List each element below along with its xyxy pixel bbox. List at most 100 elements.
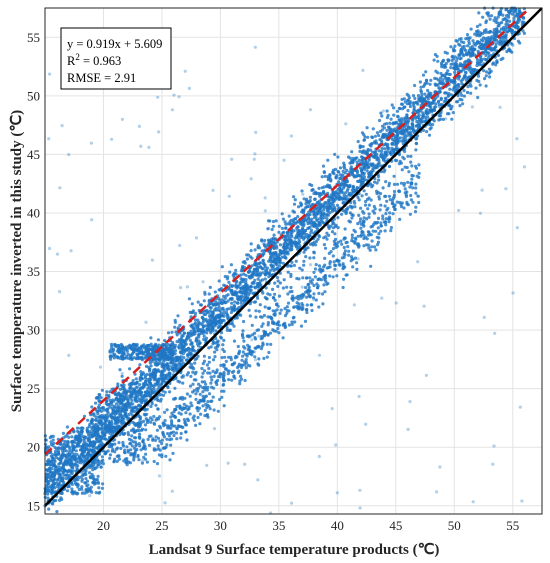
scatter-point [336, 259, 340, 263]
scatter-point [497, 40, 501, 44]
scatter-point [289, 285, 293, 290]
scatter-point [478, 34, 482, 38]
scatter-point [405, 102, 409, 106]
scatter-point [174, 431, 178, 435]
scatter-point [79, 426, 83, 430]
scatter-point [388, 198, 392, 202]
scatter-point [403, 187, 407, 191]
scatter-point [268, 306, 272, 310]
scatter-point [310, 308, 314, 313]
scatter-point [195, 387, 199, 391]
scatter-point [406, 180, 410, 184]
scatter-point [316, 286, 320, 290]
scatter-point [408, 100, 412, 104]
scatter-point [439, 111, 443, 115]
scatter-point [414, 148, 418, 152]
scatter-point [381, 186, 385, 190]
scatter-point [387, 164, 392, 169]
scatter-point [382, 170, 386, 174]
scatter-point [258, 271, 262, 275]
scatter-point [273, 298, 277, 302]
scatter-point [408, 185, 412, 189]
scatter-point [318, 207, 322, 211]
scatter-point [387, 194, 391, 198]
scatter-point [196, 344, 200, 348]
scatter-point [181, 397, 185, 401]
scatter-point [204, 324, 208, 328]
scatter-point [368, 182, 372, 186]
scatter-point [138, 363, 142, 367]
scatter-point [172, 414, 177, 418]
scatter-point [348, 161, 352, 165]
scatter-point [316, 211, 320, 215]
scatter-point [184, 411, 188, 415]
scatter-point [322, 206, 326, 210]
scatter-point [202, 337, 206, 341]
scatter-point [323, 174, 327, 178]
scatter-point [221, 347, 225, 351]
scatter-point [428, 104, 432, 108]
scatter-point [325, 237, 329, 241]
scatter-point [245, 253, 249, 257]
scatter-point [261, 259, 265, 263]
scatter-point [229, 322, 233, 326]
scatter-point [167, 367, 171, 371]
scatter-point [194, 378, 198, 382]
scatter-point [120, 374, 124, 378]
scatter-point [361, 145, 365, 149]
scatter-point [324, 235, 328, 239]
scatter-point [401, 130, 405, 134]
scatter-point [461, 52, 465, 56]
scatter-point [281, 336, 285, 340]
scatter-point [503, 27, 507, 32]
scatter-point [469, 91, 473, 95]
scatter-point [224, 310, 229, 314]
scatter-point [200, 366, 204, 371]
scatter-point [336, 155, 340, 159]
scatter-point [312, 292, 316, 296]
scatter-point [116, 382, 120, 386]
scatter-point [400, 168, 404, 172]
scatter-point [328, 274, 332, 278]
scatter-point [409, 193, 413, 198]
scatter-point [494, 63, 498, 67]
scatter-point [441, 58, 446, 63]
scatter-point [395, 109, 400, 113]
scatter-point [350, 216, 354, 220]
scatter-point [116, 393, 120, 397]
scatter-point [388, 217, 392, 221]
scatter-point [183, 421, 187, 425]
scatter-point [466, 85, 470, 89]
scatter-point [171, 367, 176, 371]
scatter-point [105, 413, 109, 417]
scatter-point [324, 279, 328, 284]
scatter-point [54, 498, 58, 503]
scatter-point [205, 363, 209, 367]
scatter-point [191, 390, 195, 394]
scatter-point [357, 158, 361, 162]
scatter-point [236, 344, 240, 349]
scatter-point [322, 211, 326, 216]
scatter-point [412, 108, 416, 113]
scatter-point [334, 176, 338, 180]
scatter-point [283, 314, 288, 318]
scatter-point [372, 164, 377, 168]
scatter-point [221, 363, 225, 367]
scatter-point [173, 397, 177, 401]
scatter-point [232, 304, 236, 308]
scatter-point [270, 253, 274, 257]
scatter-point [414, 141, 418, 145]
scatter-point [360, 158, 364, 162]
scatter-point [439, 76, 443, 80]
scatter-point [217, 305, 221, 309]
scatter-point [139, 373, 143, 377]
scatter-point [204, 312, 208, 317]
scatter-point [281, 286, 285, 290]
scatter-point [353, 230, 357, 234]
scatter-point [437, 103, 441, 107]
scatter-point [131, 402, 135, 406]
scatter-point [491, 61, 496, 65]
scatter-point [347, 192, 351, 196]
scatter-point [383, 229, 387, 233]
scatter-point [346, 206, 350, 210]
